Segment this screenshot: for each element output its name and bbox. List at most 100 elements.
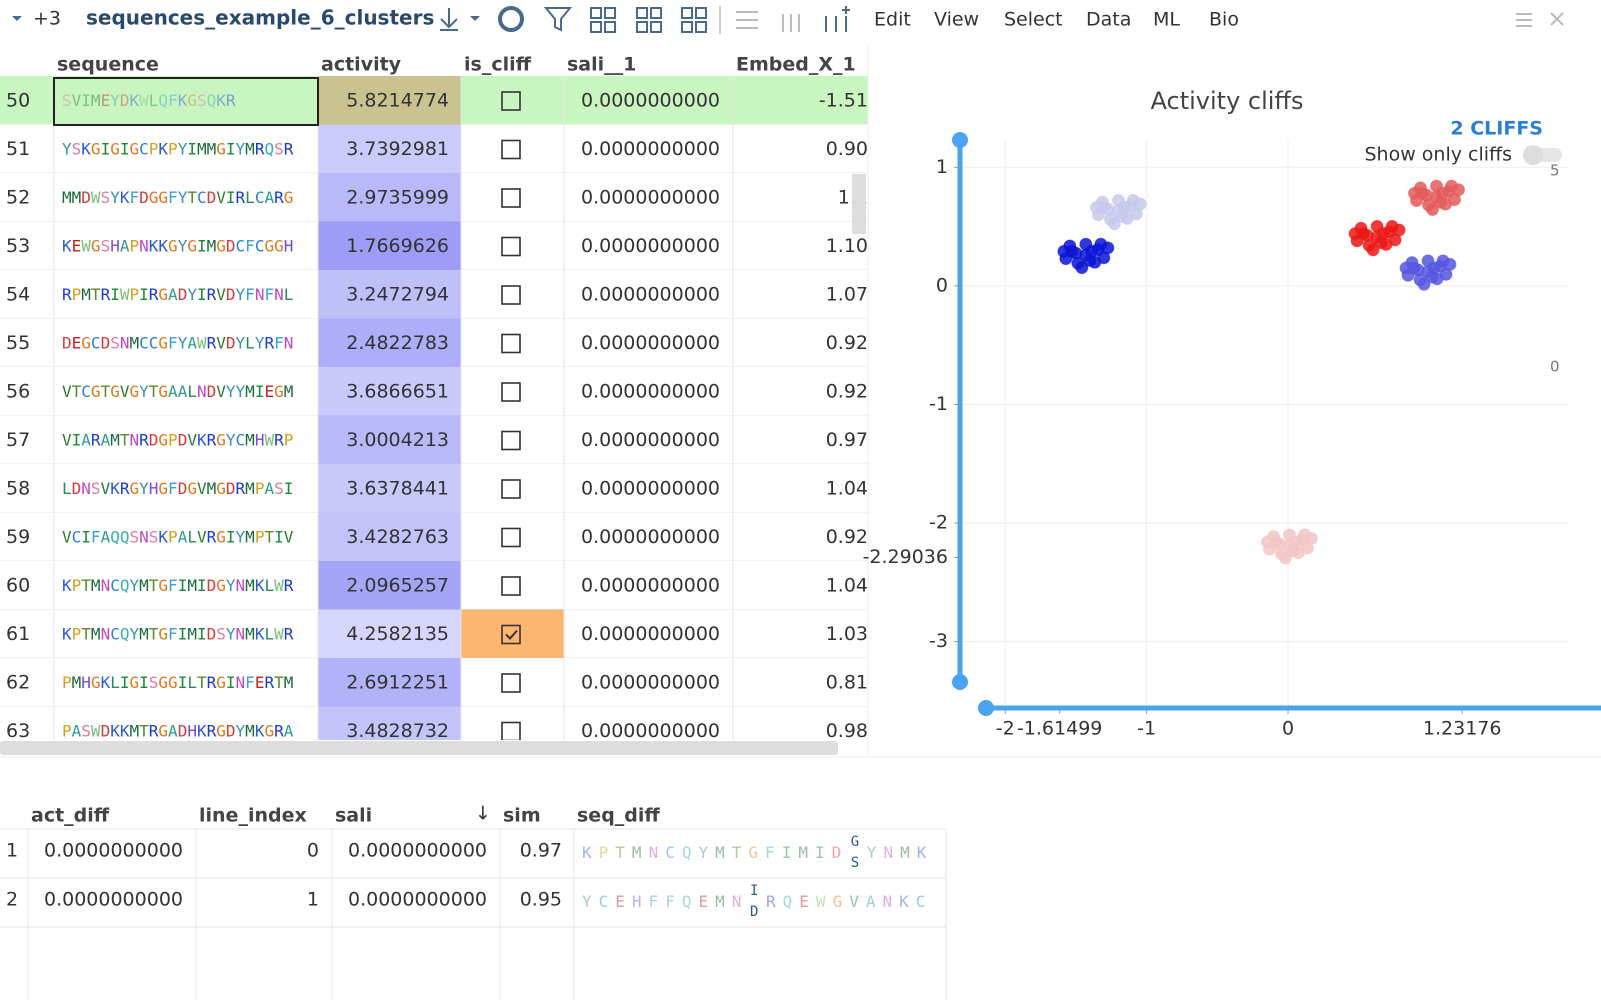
- point: [1085, 244, 1099, 258]
- column-header[interactable]: Embed_X_1: [736, 54, 856, 76]
- point: [1272, 537, 1286, 551]
- point-cluster: [1348, 219, 1406, 257]
- checkbox[interactable]: [501, 527, 521, 548]
- x-tick-label: 0: [1282, 718, 1294, 740]
- act-diff: 0.0000000000: [44, 889, 183, 911]
- cliffs-count[interactable]: 2 CLIFFS: [1450, 118, 1543, 140]
- row-index: 51: [6, 138, 30, 160]
- embed: 0.92: [826, 332, 868, 354]
- point: [1133, 197, 1147, 211]
- seq-prefix: KPTMNCQYMTGFIMID: [582, 843, 848, 862]
- sali: 0.0000000000: [581, 381, 720, 403]
- menu-item[interactable]: ML: [1153, 9, 1180, 31]
- point: [1411, 263, 1425, 277]
- checkbox[interactable]: [501, 139, 521, 160]
- cliff-cell: [461, 609, 564, 658]
- point: [1089, 201, 1103, 215]
- point: [1101, 202, 1115, 216]
- activity-cell: [318, 658, 461, 707]
- activity: 4.2582135: [346, 623, 449, 645]
- sequence: LDNSVKRGYHGFDGVMGDRMPASI: [62, 479, 293, 498]
- menu-item[interactable]: Edit: [874, 9, 911, 31]
- table-title[interactable]: sequences_example_6_clusters: [86, 6, 434, 30]
- menu-item[interactable]: Bio: [1209, 9, 1239, 31]
- column-header[interactable]: sim: [503, 805, 541, 827]
- activity-cell: [318, 415, 461, 464]
- checkbox[interactable]: [501, 236, 521, 257]
- x-tick-label: -1: [1137, 718, 1156, 740]
- seq-suffix: RQEWGVANKC: [766, 892, 932, 911]
- y-tick-label: -2: [929, 512, 948, 534]
- checkbox[interactable]: [501, 721, 521, 741]
- toolbar-icons[interactable]: [12, 6, 1564, 34]
- line-index: 0: [307, 840, 319, 862]
- grid-body: 50 SVIMEYDKWLQFKGSQKR 5.8214774 0.000000000…: [0, 76, 868, 741]
- point-cluster: [1260, 528, 1318, 565]
- slider-handle[interactable]: [952, 674, 968, 690]
- point: [1392, 223, 1406, 237]
- sali: 0.0000000000: [581, 623, 720, 645]
- point: [1360, 228, 1374, 242]
- checkbox[interactable]: [501, 91, 521, 111]
- row-index: 61: [6, 623, 30, 645]
- column-header[interactable]: is_cliff: [464, 54, 532, 76]
- point: [1399, 261, 1413, 275]
- menu-item[interactable]: Select: [1004, 9, 1063, 31]
- menu-item[interactable]: Data: [1086, 9, 1131, 31]
- row-index: 59: [6, 526, 30, 548]
- column-header[interactable]: seq_diff: [577, 805, 660, 827]
- activity-cell: [318, 270, 461, 319]
- point: [1260, 535, 1274, 549]
- y-tick-label: -3: [929, 630, 948, 652]
- column-header[interactable]: sali: [335, 805, 372, 827]
- sali: 0.0000000000: [581, 332, 720, 354]
- checkbox[interactable]: [501, 673, 521, 693]
- sali: 0.0000000000: [581, 526, 720, 548]
- point: [1057, 244, 1071, 258]
- v-scrollbar[interactable]: [852, 174, 866, 234]
- column-header[interactable]: sali__1: [567, 54, 636, 76]
- column-header[interactable]: line_index: [199, 805, 307, 827]
- badge[interactable]: +3: [33, 8, 61, 30]
- seq-variant-bottom: D: [750, 904, 758, 920]
- seq-prefix: YCEHFFQEMN: [582, 892, 748, 911]
- embed: 1.04: [826, 575, 868, 597]
- slider-handle[interactable]: [978, 700, 994, 716]
- checkbox[interactable]: [501, 333, 521, 354]
- x-tick-label: -2: [996, 718, 1015, 740]
- sequence: PASWDKKMTRGADHKRGDYMKGRA: [62, 721, 294, 740]
- checkbox[interactable]: [501, 624, 521, 645]
- checkbox[interactable]: [501, 382, 521, 402]
- column-header[interactable]: sequence: [57, 54, 159, 76]
- cliffs-table: act_diff line_index sali sim seq_diff ↓ 1 0.000…: [0, 803, 947, 1001]
- toggle-knob[interactable]: [1523, 145, 1543, 165]
- column-header[interactable]: act_diff: [31, 805, 110, 827]
- row-index: 1: [6, 840, 18, 862]
- seq-variant-top: G: [851, 834, 859, 850]
- activity: 5.8214774: [346, 90, 449, 112]
- h-scrollbar[interactable]: [0, 741, 838, 755]
- menu-item[interactable]: View: [934, 9, 979, 31]
- row-index: 53: [6, 235, 30, 257]
- point: [1288, 535, 1302, 549]
- row-index: 62: [6, 672, 30, 694]
- point: [1376, 227, 1390, 241]
- checkbox[interactable]: [501, 188, 521, 208]
- checkbox[interactable]: [501, 430, 521, 451]
- point: [1107, 217, 1121, 231]
- activity-cell: [318, 76, 461, 125]
- sequence: KPTMNCQYMTGFIMIDSYNMKLWR: [62, 624, 294, 643]
- point-cluster: [1089, 193, 1147, 231]
- activity-cell: [318, 609, 461, 658]
- point: [1366, 243, 1380, 257]
- checkbox[interactable]: [501, 285, 521, 305]
- y2-tick-label: 5: [1550, 162, 1560, 180]
- sequence: MMDWSYKFDGGFYTCDVIRLCARG: [62, 188, 293, 207]
- checkbox[interactable]: [501, 479, 521, 499]
- slider-handle[interactable]: [952, 132, 968, 148]
- activity-cell: [318, 173, 461, 222]
- column-header[interactable]: activity: [321, 54, 402, 76]
- sali: 0.0000000000: [348, 840, 487, 862]
- sequence: KEWGSHAPNKKGYGIMGDCFCGGH: [62, 236, 293, 255]
- checkbox[interactable]: [501, 576, 521, 596]
